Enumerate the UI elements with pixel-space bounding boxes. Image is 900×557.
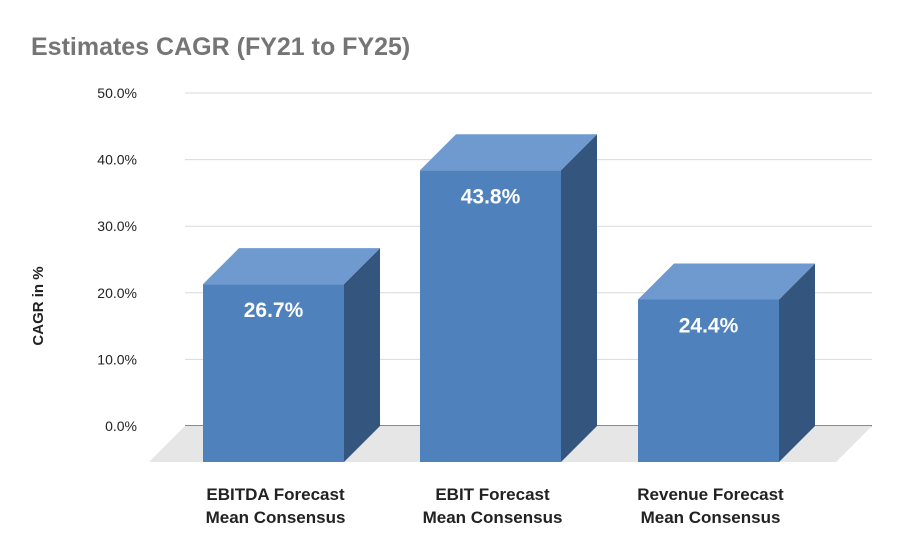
- y-tick-label: 10.0%: [97, 351, 137, 367]
- y-tick-label: 40.0%: [97, 152, 137, 168]
- bars: 26.7% 43.8% 24.4%: [203, 134, 815, 463]
- bar-top-face: [638, 263, 815, 300]
- x-category-label: Revenue Forecast Mean Consensus: [637, 485, 784, 527]
- bar-side-face: [344, 248, 380, 462]
- x-category-label-line: EBIT Forecast: [435, 485, 550, 504]
- x-category-label-line: Mean Consensus: [423, 508, 563, 527]
- bar-value-label: 24.4%: [679, 314, 739, 337]
- bar-top-face: [420, 134, 597, 171]
- x-category-label-line: Mean Consensus: [206, 508, 346, 527]
- bar-front-face: [420, 170, 561, 463]
- bar-top-face: [203, 248, 380, 285]
- bar-side-face: [779, 263, 815, 462]
- x-category-label-line: Revenue Forecast: [637, 485, 784, 504]
- y-tick-label: 0.0%: [105, 418, 137, 434]
- y-axis-ticks: 0.0% 10.0% 20.0% 30.0% 40.0% 50.0%: [97, 85, 137, 434]
- y-tick-label: 50.0%: [97, 85, 137, 101]
- bar-front-face: [203, 284, 344, 462]
- bar: 24.4%: [638, 263, 815, 462]
- bar-value-label: 43.8%: [461, 185, 521, 208]
- bar-value-label: 26.7%: [244, 299, 304, 322]
- bar: 43.8%: [420, 134, 597, 463]
- x-category-label: EBIT Forecast Mean Consensus: [423, 485, 563, 527]
- x-category-label-line: EBITDA Forecast: [206, 485, 345, 504]
- chart-title: Estimates CAGR (FY21 to FY25): [31, 33, 410, 61]
- y-axis-label: CAGR in %: [30, 266, 47, 345]
- bar-front-face: [638, 299, 779, 462]
- bar-side-face: [561, 134, 597, 463]
- x-category-label-line: Mean Consensus: [641, 508, 781, 527]
- y-tick-label: 20.0%: [97, 285, 137, 301]
- y-tick-label: 30.0%: [97, 218, 137, 234]
- bar: 26.7%: [203, 248, 380, 462]
- x-category-label: EBITDA Forecast Mean Consensus: [206, 485, 346, 527]
